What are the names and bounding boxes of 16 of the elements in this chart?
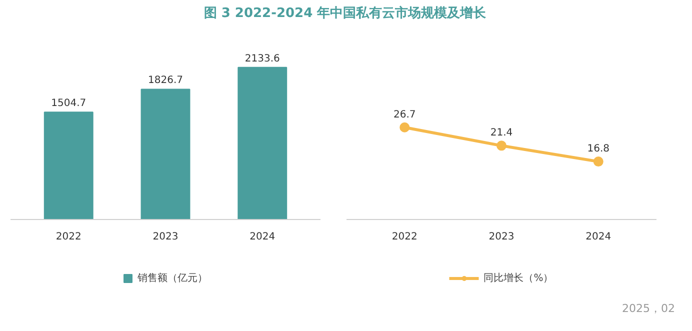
legend-label: 销售额（亿元） [138,272,208,285]
x-tick-label: 2022 [392,232,418,242]
x-tick-label: 2022 [56,232,82,242]
data-label: 1826.7 [148,75,184,86]
data-label: 2133.6 [244,53,280,64]
data-label: 1504.7 [51,98,86,110]
legend-label: 同比增长（%） [484,272,554,285]
chart-title: 图 3 2022-2024 年中国私有云市场规模及增长 [204,5,486,23]
x-tick-label: 2024 [250,232,276,242]
x-tick-label: 2024 [586,232,612,242]
data-label: 26.7 [393,109,416,120]
x-tick-label: 2023 [152,232,178,242]
data-label: 16.8 [587,144,610,155]
text: 2025，02 [622,301,675,317]
data-label: 21.4 [490,128,513,139]
x-tick-label: 2023 [488,232,514,242]
